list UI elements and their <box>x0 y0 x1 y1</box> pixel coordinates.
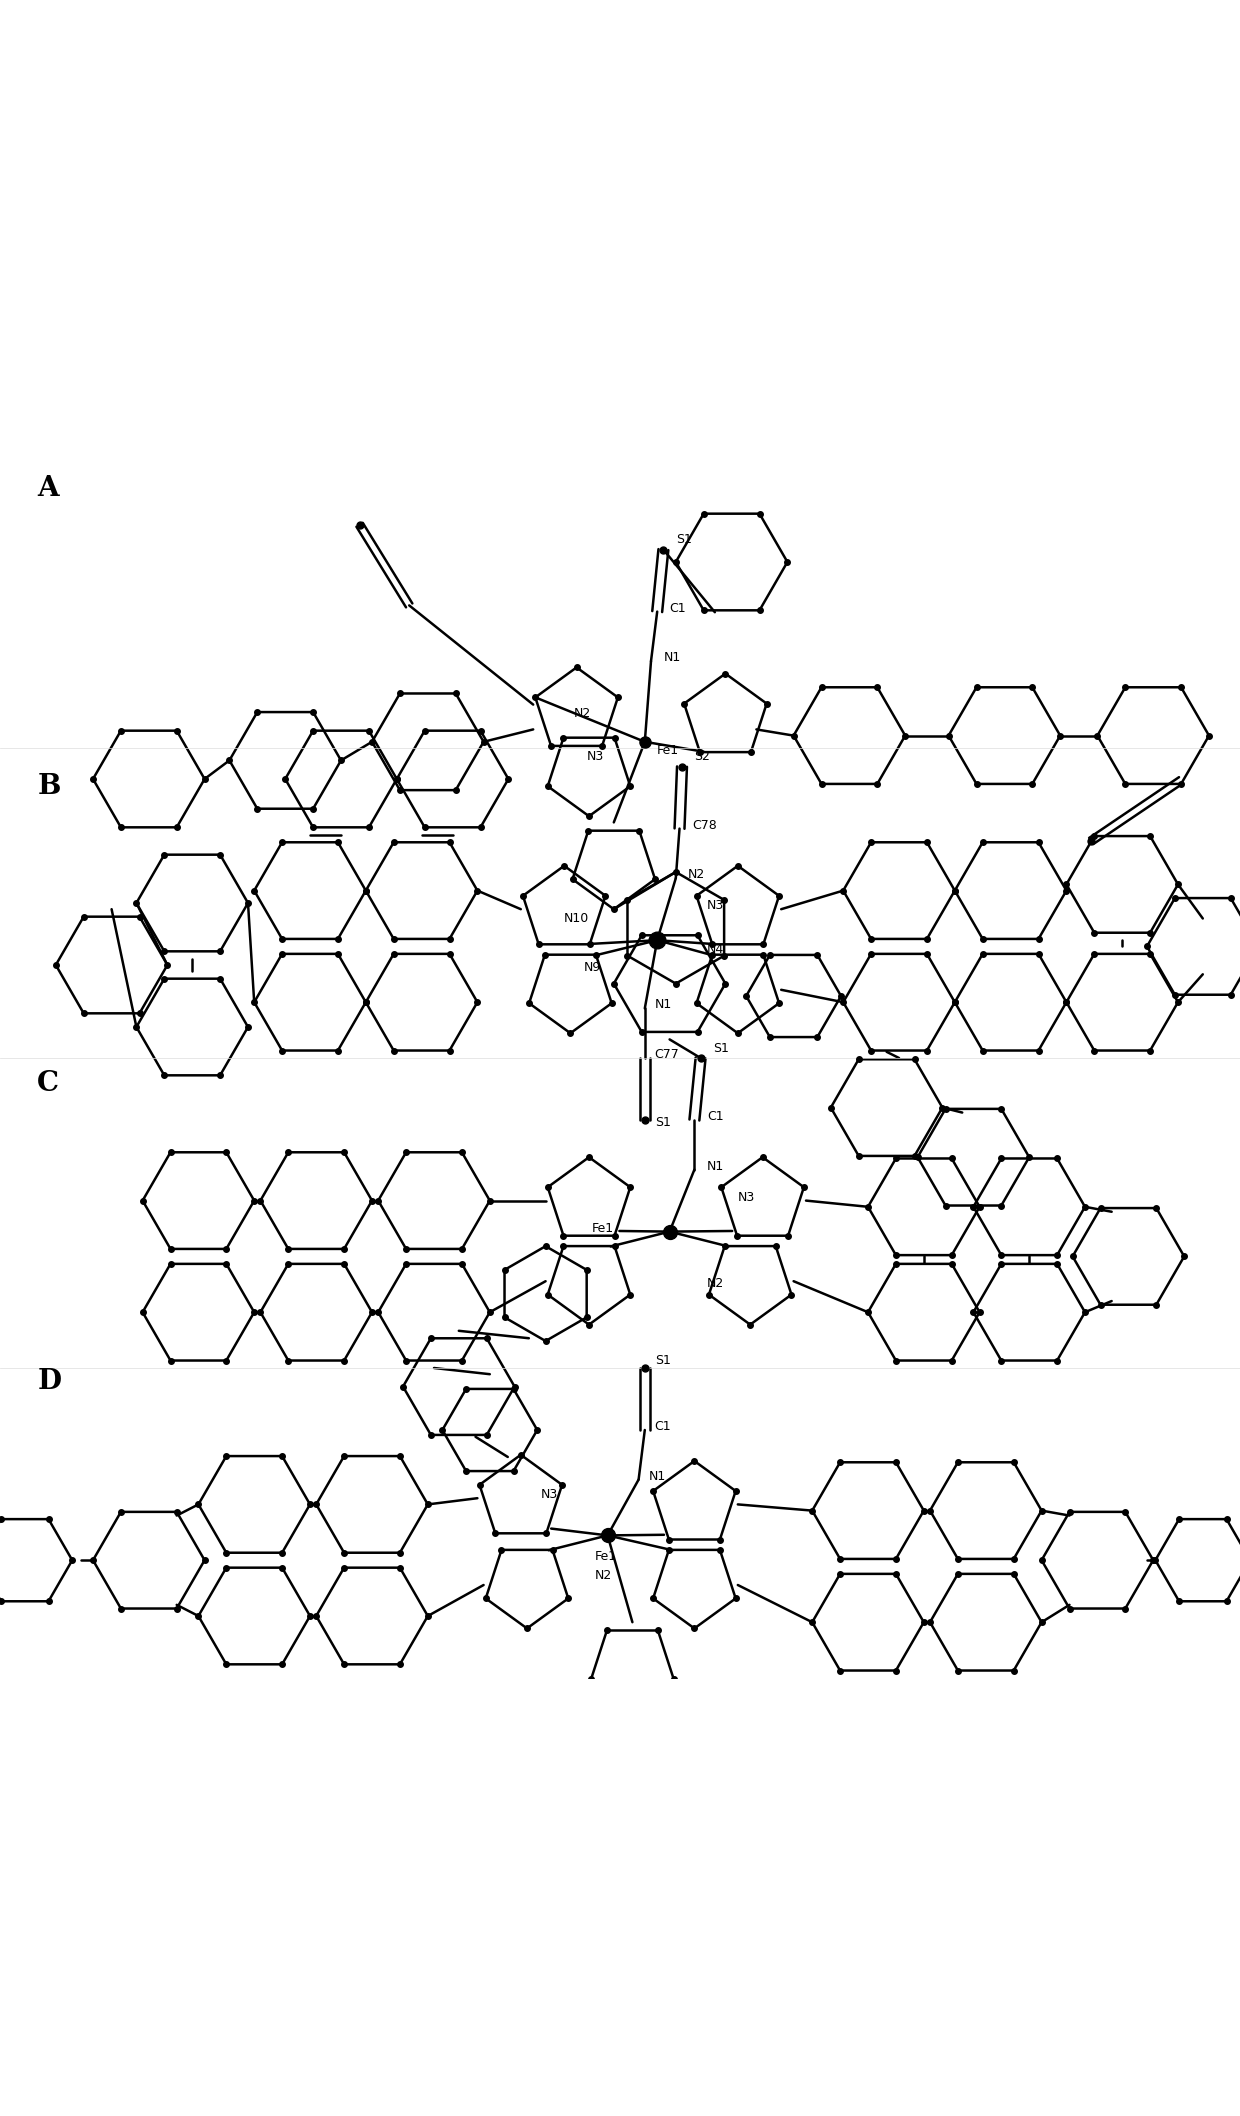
Text: S2: S2 <box>694 751 711 764</box>
Text: S1: S1 <box>713 1041 729 1054</box>
Text: C1: C1 <box>707 1111 723 1124</box>
Text: Fe1: Fe1 <box>595 1551 618 1564</box>
Text: C1: C1 <box>670 601 686 614</box>
Text: C1: C1 <box>655 1420 671 1433</box>
Text: D: D <box>37 1369 61 1394</box>
Text: N2: N2 <box>574 707 591 719</box>
Text: Fe1: Fe1 <box>591 1221 614 1234</box>
Text: N3: N3 <box>541 1488 558 1500</box>
Text: Fe1: Fe1 <box>657 745 680 758</box>
Text: N2: N2 <box>595 1568 613 1583</box>
Text: A: A <box>37 476 58 501</box>
Text: C78: C78 <box>692 819 717 832</box>
Text: N2: N2 <box>688 868 706 880</box>
Text: N4: N4 <box>707 942 724 956</box>
Text: N1: N1 <box>707 1160 724 1172</box>
Text: N10: N10 <box>564 912 589 925</box>
Text: S1: S1 <box>676 533 692 546</box>
Text: N3: N3 <box>738 1191 755 1204</box>
Text: C: C <box>37 1071 60 1098</box>
Text: N1: N1 <box>655 999 672 1011</box>
Text: N9: N9 <box>584 961 601 973</box>
Text: N2: N2 <box>707 1278 724 1291</box>
Text: C77: C77 <box>655 1047 680 1060</box>
Text: S1: S1 <box>655 1117 671 1130</box>
Text: S1: S1 <box>655 1354 671 1367</box>
Text: N3: N3 <box>587 751 604 764</box>
Text: N1: N1 <box>663 652 681 664</box>
Text: B: B <box>37 772 61 800</box>
Text: N1: N1 <box>649 1471 666 1483</box>
Text: N3: N3 <box>707 899 724 912</box>
